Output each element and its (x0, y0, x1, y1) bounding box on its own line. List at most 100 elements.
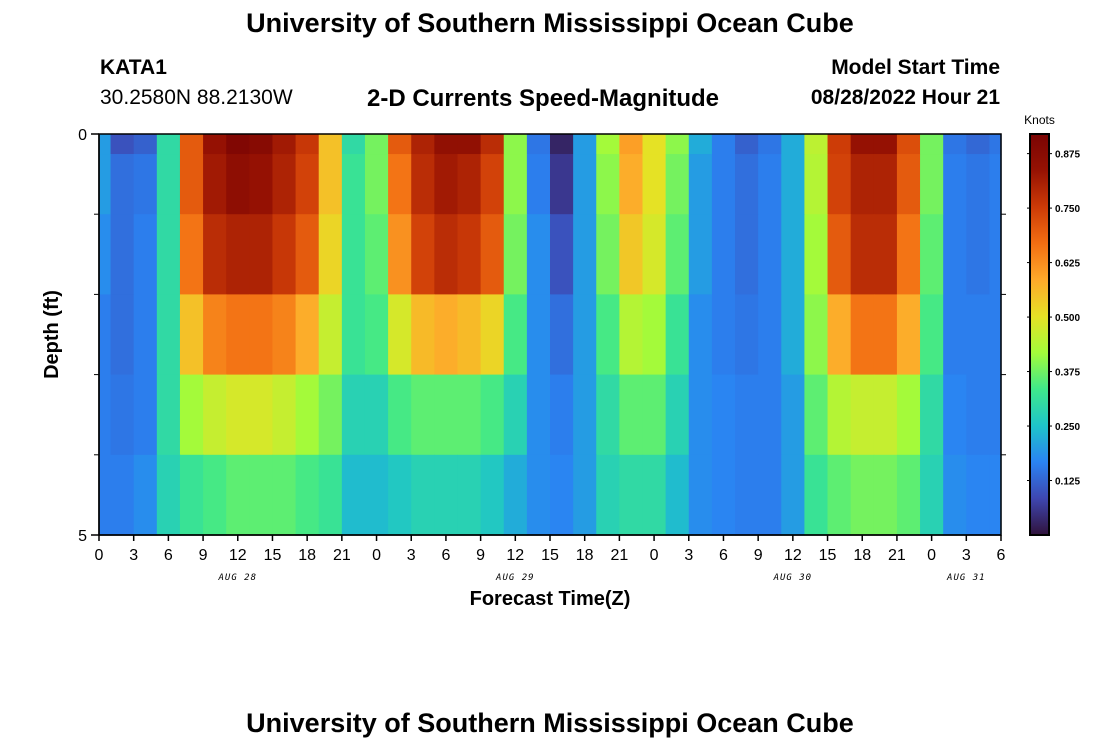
heatmap-cell (711, 214, 736, 295)
model-start-value: 08/28/2022 Hour 21 (810, 86, 1000, 109)
heatmap-cell (989, 214, 1002, 295)
heatmap-cell (873, 374, 898, 456)
heatmap-cell (550, 294, 574, 376)
heatmap-cell (272, 134, 297, 155)
heatmap-cell (203, 214, 227, 295)
heatmap-cell (827, 134, 852, 155)
date-label: AUG 31 (946, 573, 986, 583)
heatmap-cell (596, 154, 620, 215)
heatmap-cell (573, 134, 597, 155)
heatmap-cell (966, 454, 991, 536)
heatmap-cell (226, 214, 250, 295)
heatmap-cell (388, 454, 412, 536)
heatmap-cell (619, 154, 644, 215)
heatmap-cell (110, 134, 135, 155)
heatmap-cell (896, 134, 921, 155)
heatmap-cell (133, 454, 158, 536)
heatmap-cell (804, 154, 829, 215)
heatmap-cell (781, 134, 806, 155)
heatmap-cell (295, 134, 320, 155)
heatmap-cell (573, 294, 597, 376)
heatmap-cell (364, 294, 389, 376)
heatmap-cell (827, 154, 852, 215)
colorbar-tick-label: 0.250 (1055, 422, 1080, 433)
heatmap-cell (503, 154, 528, 215)
heatmap-cell (943, 374, 967, 456)
heatmap-cell (873, 214, 898, 295)
heatmap-cell (920, 154, 944, 215)
station-coordinates: 30.2580N 88.2130W (100, 86, 293, 109)
x-tick-label: 21 (333, 547, 351, 564)
heatmap-cell (596, 134, 620, 155)
heatmap-cell (943, 294, 967, 376)
heatmap-cell (503, 454, 528, 536)
colorbar-label: Knots (1024, 113, 1055, 127)
heatmap-cell (457, 154, 482, 215)
heatmap-cell (711, 294, 736, 376)
heatmap-cell (920, 374, 944, 456)
heatmap-cell (480, 374, 505, 456)
heatmap-cell (411, 134, 435, 155)
x-tick-label: 15 (264, 547, 282, 564)
heatmap-cell (827, 294, 852, 376)
x-tick-label: 9 (476, 547, 485, 564)
heatmap-cell (318, 294, 343, 376)
heatmap-cell (711, 134, 736, 155)
heatmap-cell (156, 134, 181, 155)
colorbar-tick-label: 0.875 (1055, 150, 1080, 161)
x-tick-label: 18 (576, 547, 594, 564)
heatmap-cell (966, 154, 991, 215)
heatmap-cell (411, 374, 435, 456)
x-tick-label: 18 (853, 547, 871, 564)
heatmap-cell (99, 454, 112, 536)
heatmap-cell (781, 154, 806, 215)
heatmap-cell (203, 294, 227, 376)
heatmap-cell (480, 454, 505, 536)
heatmap-cell (318, 374, 343, 456)
heatmap-cell (920, 454, 944, 536)
heatmap-cell (318, 214, 343, 295)
heatmap-cell (295, 454, 320, 536)
heatmap-cell (179, 214, 204, 295)
heatmap-cell (804, 374, 829, 456)
heatmap-cell (688, 214, 713, 295)
heatmap-cell (619, 454, 644, 536)
heatmap-cell (550, 454, 574, 536)
y-tick-label: 5 (78, 528, 87, 545)
heatmap-cell (364, 214, 389, 295)
x-tick-label: 15 (541, 547, 559, 564)
heatmap-cell (110, 294, 135, 376)
heatmap-cell (272, 294, 297, 376)
heatmap-cell (388, 214, 412, 295)
heatmap-cell (99, 294, 112, 376)
heatmap-cell (688, 134, 713, 155)
heatmap-cell (642, 454, 667, 536)
x-tick-label: 0 (372, 547, 381, 564)
heatmap-cell (526, 134, 551, 155)
chart-subtitle: 2-D Currents Speed-Magnitude (367, 85, 720, 112)
heatmap-cell (318, 134, 343, 155)
heatmap-cell (341, 154, 366, 215)
heatmap-cell (989, 374, 1002, 456)
heatmap-cell (272, 374, 297, 456)
heatmap-cell (619, 374, 644, 456)
heatmap-cell (688, 154, 713, 215)
heatmap-cell (873, 454, 898, 536)
date-label: AUG 29 (495, 573, 535, 583)
heatmap-cell (850, 154, 875, 215)
heatmap-cell (526, 214, 551, 295)
heatmap-cell (573, 374, 597, 456)
heatmap-cell (619, 294, 644, 376)
heatmap-cell (272, 154, 297, 215)
heatmap-cell (896, 154, 921, 215)
heatmap-cell (920, 134, 944, 155)
heatmap-cell (665, 154, 690, 215)
heatmap-cell (295, 214, 320, 295)
heatmap-cell (133, 214, 158, 295)
footer-title: University of Southern Mississippi Ocean… (246, 708, 854, 738)
heatmap-cell (688, 294, 713, 376)
date-label: AUG 30 (773, 573, 813, 583)
heatmap-cell (596, 454, 620, 536)
heatmap-cell (920, 294, 944, 376)
heatmap-cell (364, 154, 389, 215)
